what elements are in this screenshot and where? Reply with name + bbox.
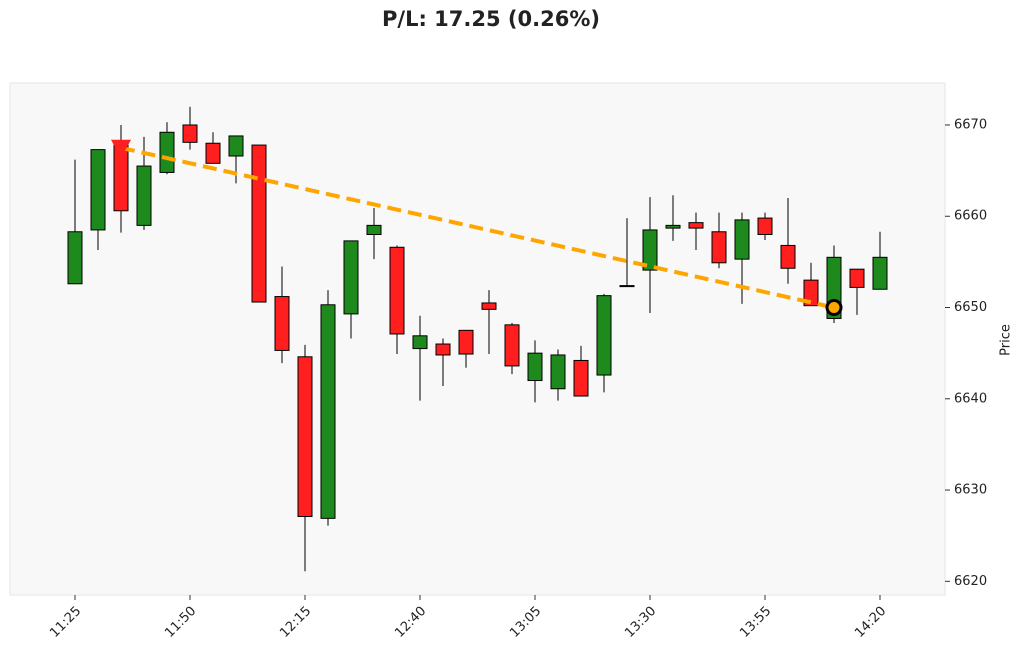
plot-area (9, 82, 946, 596)
candle-body (734, 219, 750, 260)
x-tick-label: 12:40 (392, 604, 429, 641)
candle-body (619, 285, 635, 288)
x-tick-label: 11:50 (162, 604, 199, 641)
candle-body (251, 144, 267, 303)
candle-body (872, 256, 888, 290)
x-tick-label: 13:55 (737, 604, 774, 641)
candle-body (159, 131, 175, 173)
candle-body (688, 222, 704, 229)
entry-marker (111, 139, 131, 158)
candle-body (550, 354, 566, 390)
candle-body (849, 268, 865, 288)
candle-body (389, 246, 405, 335)
candle-body (297, 356, 313, 518)
candle-body (136, 165, 152, 226)
candle-body (458, 329, 474, 355)
x-tick-label: 11:25 (47, 604, 84, 641)
candle-body (803, 279, 819, 307)
candle-body (573, 359, 589, 397)
candle-body (642, 229, 658, 271)
candle-body (366, 224, 382, 236)
y-tick-label: 6660 (954, 209, 987, 224)
candle-body (320, 304, 336, 519)
candle-body (205, 142, 221, 164)
candle-body (665, 224, 681, 229)
y-tick-label: 6640 (954, 391, 987, 406)
y-tick-label: 6650 (954, 300, 987, 315)
candle-body (757, 217, 773, 236)
candle-body (435, 343, 451, 356)
candle-body (412, 335, 428, 350)
x-tick-label: 13:30 (622, 604, 659, 641)
candle-body (228, 135, 244, 157)
exit-marker (825, 299, 843, 317)
candle-body (481, 302, 497, 310)
candle-body (90, 149, 106, 231)
candle-body (780, 244, 796, 269)
candle-body (274, 296, 290, 351)
x-tick-label: 13:05 (507, 604, 544, 641)
y-axis-label: Price (999, 324, 1014, 356)
trade-line (120, 145, 835, 310)
candle-body (343, 240, 359, 315)
candle-body (596, 295, 612, 376)
x-tick-label: 12:15 (277, 604, 314, 641)
y-tick-label: 6620 (954, 574, 987, 589)
x-tick-label: 14:20 (852, 604, 889, 641)
candle-body (67, 231, 83, 285)
y-tick-label: 6630 (954, 483, 987, 498)
candle-body (527, 352, 543, 382)
candle-body (504, 324, 520, 367)
chart-title: P/L: 17.25 (0.26%) (382, 7, 600, 31)
candle-body (711, 231, 727, 264)
y-tick-label: 6670 (954, 117, 987, 132)
candle-body (182, 124, 198, 143)
